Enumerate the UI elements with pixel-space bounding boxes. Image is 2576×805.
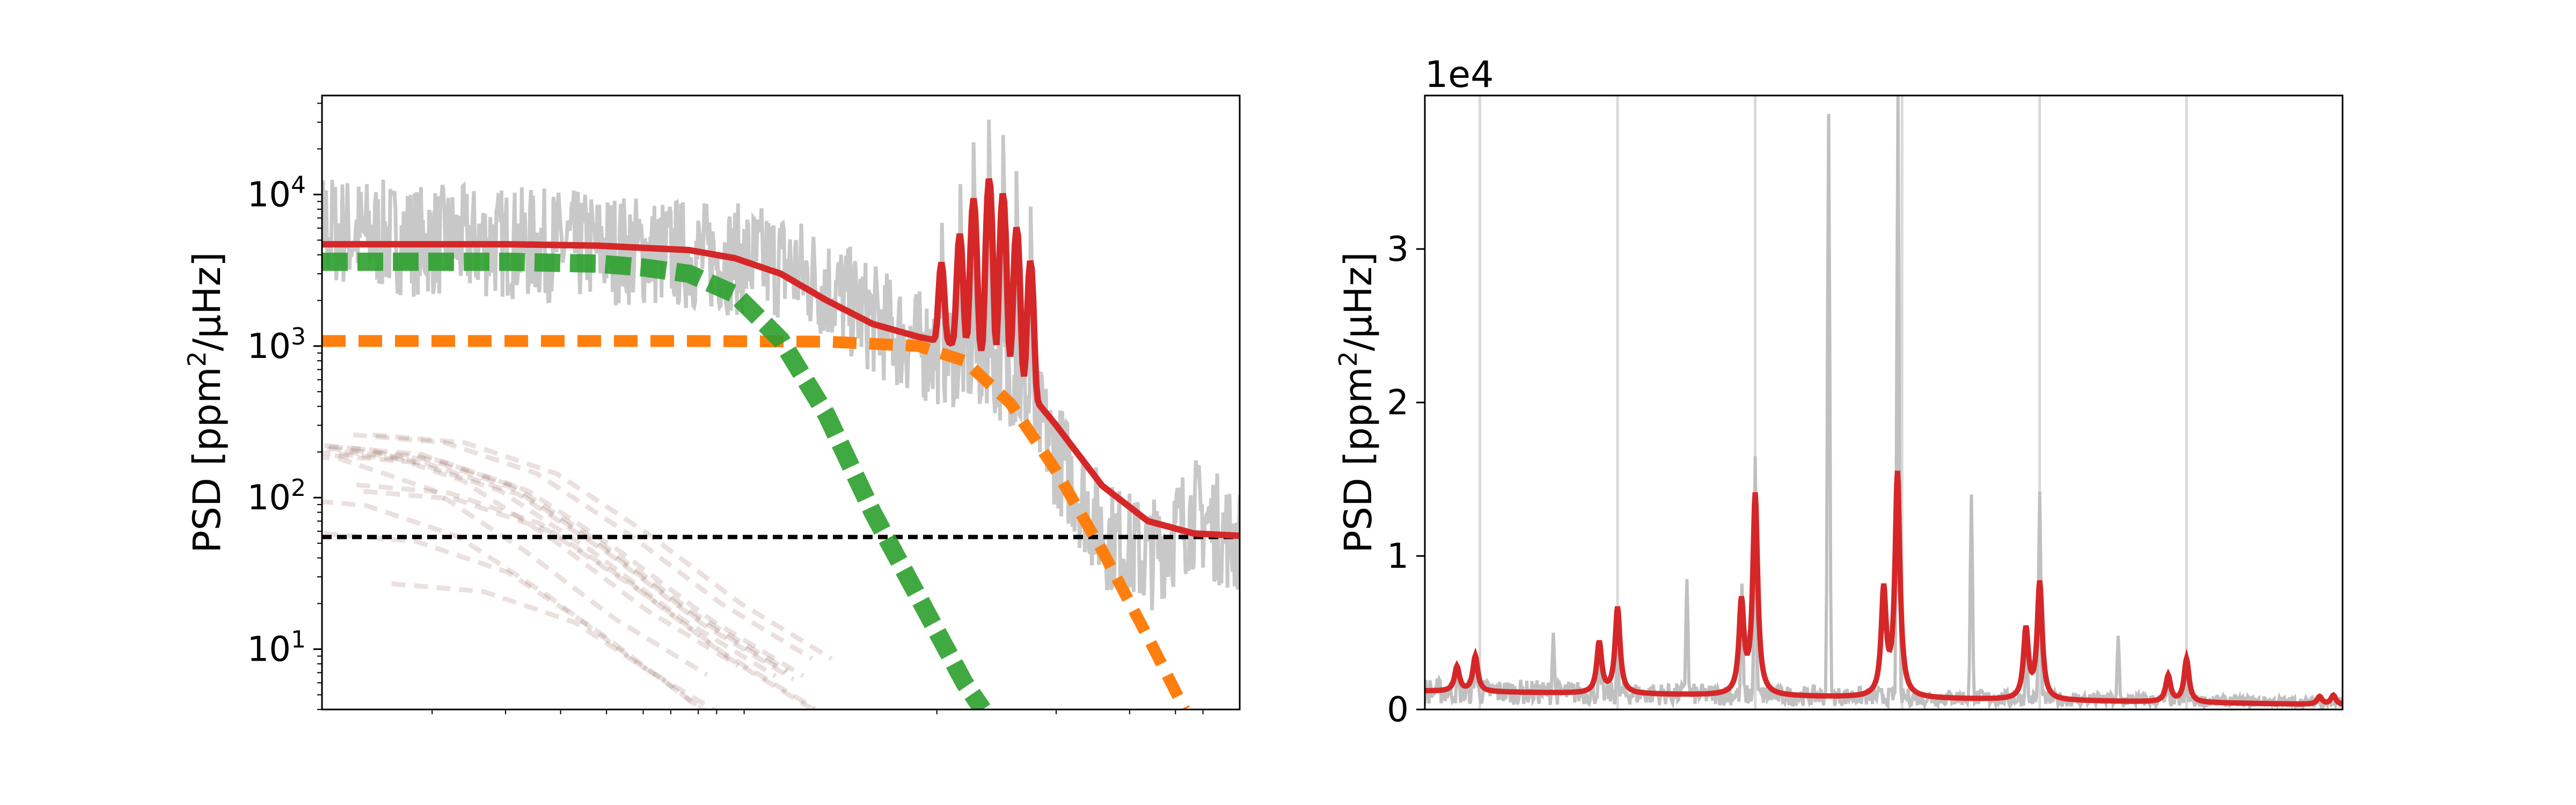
sample-curve <box>363 489 818 709</box>
left-ytick-exponent: 2 <box>291 474 306 502</box>
left-y-title-sup: 2 <box>182 351 211 367</box>
sample-curve <box>322 455 709 677</box>
right-y-ticks: 0 1 2 3 <box>1387 230 1425 730</box>
sample-curve <box>353 432 814 661</box>
sample-curve <box>356 482 817 709</box>
left-y-axis-title: PSD [ppm2/μHz] <box>182 252 229 553</box>
left-axes-frame <box>321 94 1241 711</box>
left-y-title-rest: /μHz] <box>185 252 229 351</box>
sample-curve <box>327 446 788 675</box>
left-ytick-base: 10 <box>247 478 291 518</box>
granulation-high-line <box>322 335 1190 709</box>
right-y-title-base: PSD [ppm <box>1336 367 1380 553</box>
right-ytick-label: 0 <box>1387 690 1409 730</box>
right-offset-text: 1e4 <box>1425 54 1494 96</box>
right-plot-area <box>1425 96 2343 709</box>
right-ytick-label: 3 <box>1387 230 1409 269</box>
left-ytick-label: 104 <box>247 171 306 215</box>
left-ytick-base: 10 <box>247 175 291 215</box>
left-ytick-label: 101 <box>247 626 306 670</box>
sample-curve <box>322 443 740 668</box>
sample-curve <box>334 453 795 682</box>
sample-curve <box>328 444 789 673</box>
left-ytick-exponent: 3 <box>291 323 306 350</box>
granulation-low-line <box>322 252 991 709</box>
right-y-title-rest: /μHz] <box>1336 252 1380 351</box>
sample-curve <box>344 450 805 678</box>
sample-curve <box>322 499 718 709</box>
sample-curve <box>324 531 709 709</box>
left-ytick-label: 103 <box>247 323 306 367</box>
left-ytick-label: 102 <box>247 474 306 518</box>
left-y-title-base: PSD [ppm <box>185 367 229 553</box>
right-panel: 0 1 2 3 1e4 PSD [ppm2/μHz] <box>1334 54 2344 730</box>
right-y-axis-title: PSD [ppm2/μHz] <box>1334 252 1380 553</box>
left-ytick-exponent: 1 <box>291 626 306 653</box>
model-fit-line <box>322 178 1240 539</box>
right-ytick-label: 1 <box>1387 537 1409 576</box>
sample-curve <box>322 450 777 678</box>
left-ytick-base: 10 <box>247 327 291 367</box>
sample-curve <box>391 581 707 709</box>
right-y-title-sup: 2 <box>1334 351 1363 367</box>
sample-curve <box>372 432 833 661</box>
right-ytick-label: 2 <box>1387 383 1409 423</box>
left-ytick-base: 10 <box>247 630 291 670</box>
left-ytick-exponent: 4 <box>291 171 306 199</box>
observed-spectrum-line <box>1425 96 2343 709</box>
model-fit-line <box>1425 471 2343 707</box>
left-plot-area <box>322 119 1240 709</box>
